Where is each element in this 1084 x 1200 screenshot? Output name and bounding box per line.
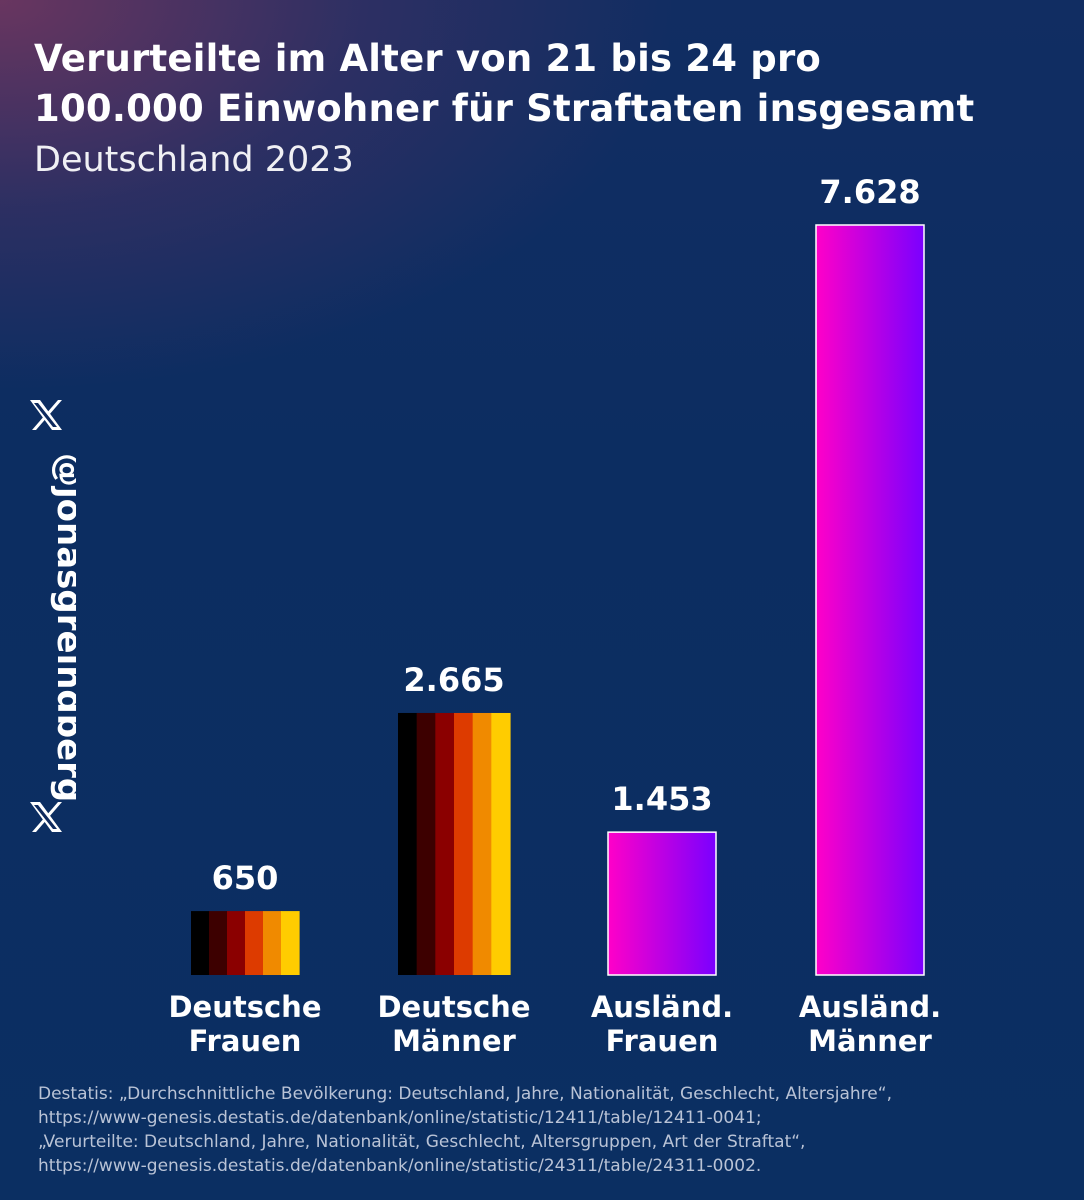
title-line-2: 100.000 Einwohner für Straftaten insgesa… [34,87,975,130]
title-line-1: Verurteilte im Alter von 21 bis 24 pro [34,37,822,80]
category-label: Männer [808,1024,932,1058]
bar-3: 1.453 Ausländ.Frauen [591,780,733,1058]
category-label: Ausländ. [799,990,941,1024]
bar-stripe [209,911,228,975]
category-label: Frauen [189,1024,302,1058]
category-label: Männer [392,1024,516,1058]
source-note: Destatis: „Durchschnittliche Bevölkerung… [38,1082,1058,1178]
bar-value-label: 7.628 [819,173,920,211]
bar-stripe [454,712,474,975]
bar-stripe [245,911,264,975]
bar-value-label: 1.453 [611,780,712,818]
category-label: Deutsche [168,990,321,1024]
bar-rect [607,831,717,976]
bar-rect [815,224,925,976]
bar-stripe [398,712,418,975]
source-line-2: https://www-genesis.destatis.de/datenban… [38,1108,762,1128]
x-logo-icon [30,802,62,832]
bar-4: 7.628 Ausländ.Männer [799,173,941,1058]
source-line-4: https://www-genesis.destatis.de/datenban… [38,1156,762,1176]
source-line-1: Destatis: „Durchschnittliche Bevölkerung… [38,1084,892,1104]
watermark: @jonasgreindberg [30,400,76,832]
watermark-handle: @jonasgreindberg [49,453,76,802]
bar-stripe [435,712,455,975]
source-line-3: „Verurteilte: Deutschland, Jahre, Nation… [38,1132,806,1152]
category-label: Frauen [606,1024,719,1058]
bar-stripe [263,911,282,975]
category-label: Ausländ. [591,990,733,1024]
bar-value-label: 650 [212,859,279,897]
chart-title: Verurteilte im Alter von 21 bis 24 pro 1… [34,34,1054,134]
category-label: Deutsche [377,990,530,1024]
bar-stripe [191,911,210,975]
bar-stripe [472,712,492,975]
bar-value-label: 2.665 [403,661,504,699]
bar-stripe [416,712,436,975]
chart-subtitle: Deutschland 2023 [34,140,354,180]
bar-stripe [281,911,300,975]
bar-stripe [491,712,511,975]
x-logo-icon [30,400,62,430]
bar-stripe [227,911,246,975]
